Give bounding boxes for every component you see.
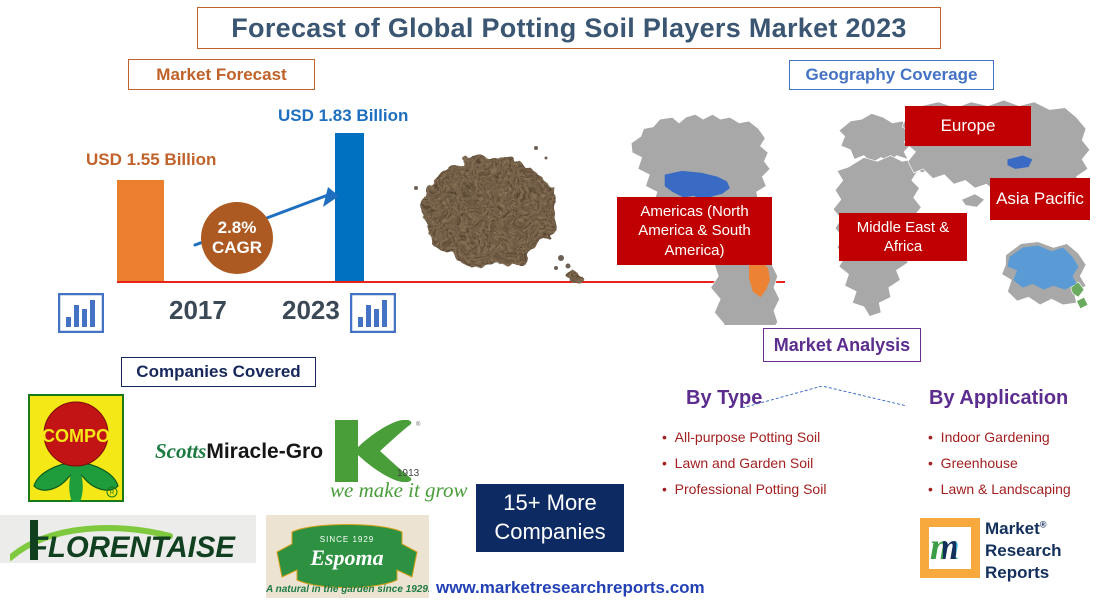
- svg-text:COMPO: COMPO: [42, 426, 110, 446]
- svg-text:Espoma: Espoma: [309, 545, 383, 570]
- svg-text:®: ®: [416, 421, 421, 428]
- svg-text:SINCE 1929: SINCE 1929: [320, 535, 374, 544]
- svg-text:R: R: [110, 491, 115, 497]
- svg-text:FLORENTAISE: FLORENTAISE: [30, 531, 236, 564]
